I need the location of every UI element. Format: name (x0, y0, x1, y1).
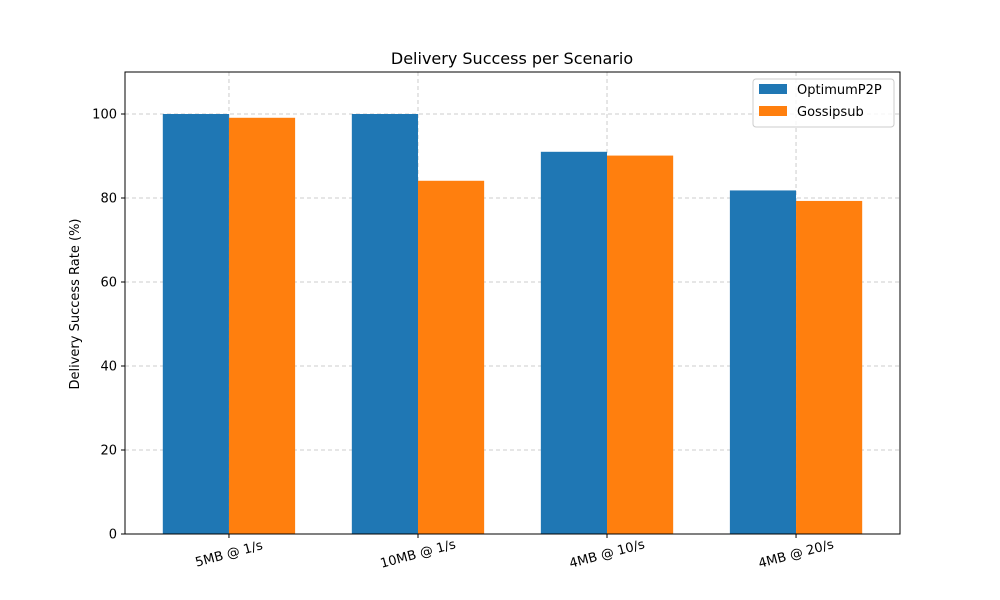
legend-swatch-optimump2p (759, 84, 787, 94)
legend-label-optimump2p: OptimumP2P (797, 83, 882, 98)
x-tick-label-10mb-1-s: 10MB @ 1/s (379, 537, 458, 572)
legend: OptimumP2P Gossipsub (752, 78, 895, 128)
y-tick-label-0: 0 (109, 528, 117, 543)
plot-frame (124, 71, 901, 535)
y-tick-label-60: 60 (100, 276, 117, 291)
x-tick-label-4mb-10-s: 4MB @ 10/s (568, 537, 647, 572)
bar-gossipsub-10mb-1-s (417, 180, 485, 534)
chart-title: Delivery Success per Scenario (391, 49, 633, 68)
x-axis: 5MB @ 1/s 10MB @ 1/s 4MB @ 10/s 4MB @ 20/s (194, 534, 836, 572)
x-tick-label-5mb-1-s: 5MB @ 1/s (194, 538, 265, 570)
y-axis: 0 20 40 60 80 100 (92, 108, 125, 543)
bar-gossipsub-5mb-1-s (228, 117, 296, 534)
y-axis-label: Delivery Success Rate (%) (68, 219, 83, 390)
y-tick-label-20: 20 (100, 444, 117, 459)
bar-gossipsub-4mb-10-s (607, 155, 674, 534)
bar-optimump2p-5mb-1-s (162, 114, 229, 534)
bar-optimump2p-10mb-1-s (351, 114, 418, 534)
legend-box (752, 78, 895, 128)
y-tick-label-40: 40 (100, 360, 117, 375)
bar-optimump2p-4mb-10-s (540, 151, 608, 535)
legend-swatch-gossipsub (759, 106, 787, 116)
x-tick-label-4mb-20-s: 4MB @ 20/s (757, 537, 836, 572)
bar-gossipsub-4mb-20-s (796, 200, 863, 534)
bar-optimump2p-4mb-20-s (729, 190, 797, 534)
legend-label-gossipsub: Gossipsub (797, 105, 864, 120)
y-tick-label-100: 100 (92, 108, 117, 123)
y-tick-label-80: 80 (100, 192, 117, 207)
bars (162, 114, 863, 535)
